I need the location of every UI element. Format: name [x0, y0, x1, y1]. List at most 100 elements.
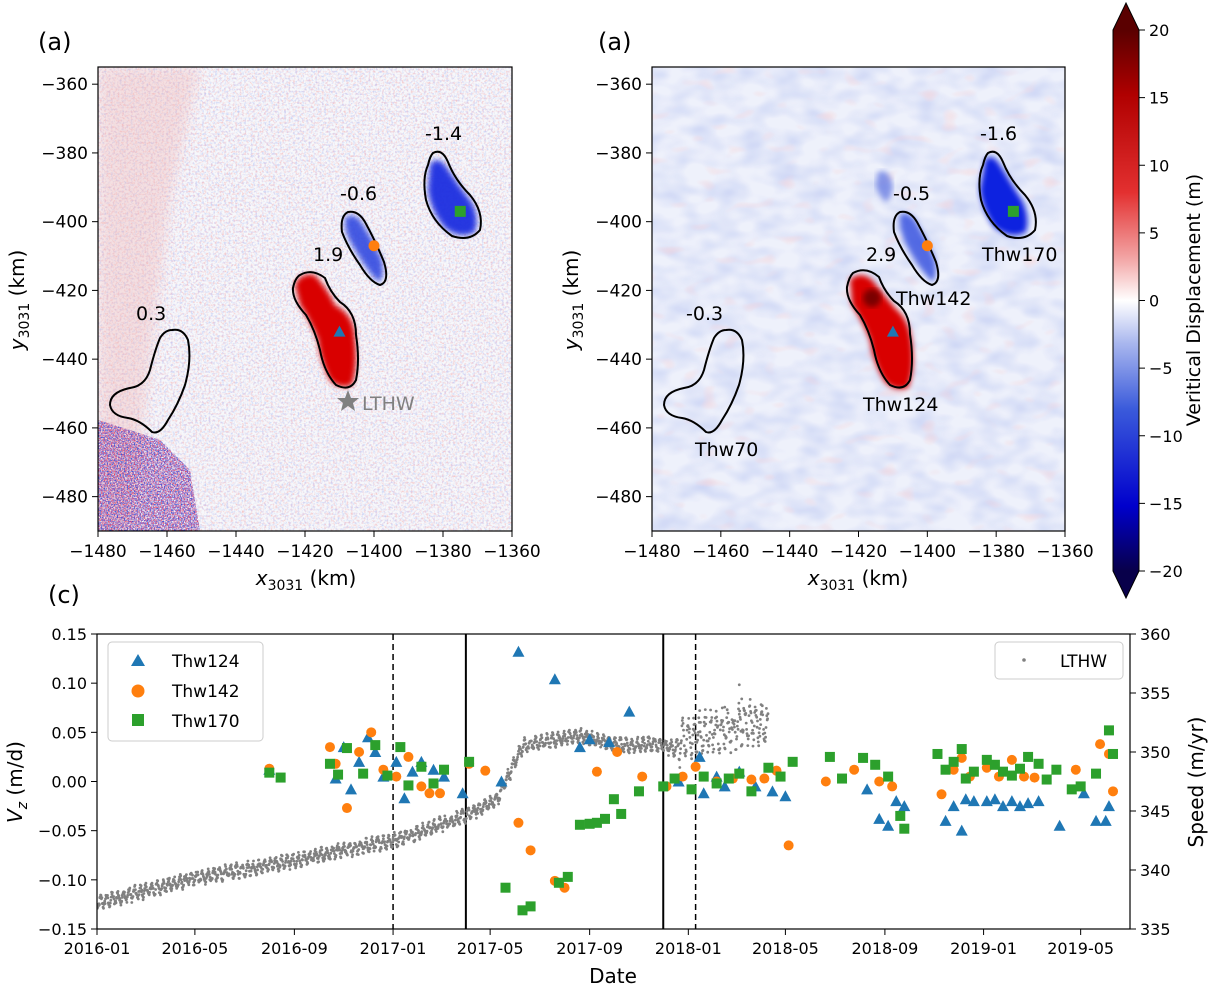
lthw-point [568, 732, 572, 736]
lthw-point [377, 841, 381, 844]
lthw-point [103, 899, 107, 903]
lthw-point [150, 881, 154, 885]
lthw-point [370, 835, 374, 839]
lthw-point [402, 842, 405, 846]
lthw-point [733, 730, 737, 734]
lthw-point [139, 884, 143, 888]
lthw-point [349, 844, 352, 847]
lthw-point [578, 736, 581, 739]
lthw-point [320, 848, 324, 852]
lthw-point [644, 750, 647, 753]
lthw-point [495, 793, 499, 797]
lthw-point [758, 734, 762, 738]
lthw-point [733, 725, 736, 729]
lthw-point [315, 852, 319, 856]
lthw-point [693, 722, 697, 726]
lthw-point [755, 725, 759, 729]
lthw-point [312, 859, 316, 862]
lthw-point [238, 877, 241, 880]
lthw-point [600, 743, 604, 747]
lthw-point [639, 750, 642, 754]
lthw-point [354, 843, 357, 846]
point-thw124 [548, 673, 561, 685]
lthw-point [448, 822, 452, 826]
lthw-point [231, 877, 235, 880]
lthw-point [727, 730, 731, 734]
lthw-point [301, 858, 304, 862]
date-tick-label: 2016-09 [261, 939, 328, 958]
lthw-point [297, 853, 301, 857]
lthw-point [401, 840, 405, 844]
lthw-point [555, 742, 558, 746]
lthw-point [151, 886, 155, 890]
date-tick-label: 2016-01 [64, 939, 131, 958]
lthw-point [193, 878, 197, 882]
lthw-point [622, 747, 625, 751]
lthw-point [255, 872, 259, 876]
lthw-point [568, 728, 571, 732]
lthw-point [213, 870, 217, 874]
point-thw124 [967, 795, 980, 807]
lthw-point [407, 836, 411, 840]
lthw-point [759, 723, 763, 726]
lthw-point [688, 736, 692, 739]
y-tick-label: −460 [595, 419, 642, 439]
panel-a-markers [333, 205, 466, 337]
lthw-point [414, 832, 418, 835]
point-thw124 [882, 819, 895, 831]
speed-tick-label: 355 [1140, 684, 1171, 703]
lthw-point [306, 862, 310, 865]
lthw-point [631, 744, 635, 748]
lthw-point [699, 736, 703, 739]
lthw-point [545, 732, 549, 736]
marker-thw124 [333, 325, 346, 337]
lthw-point [438, 816, 442, 819]
lthw-point [752, 738, 756, 742]
lthw-point [721, 729, 725, 732]
lthw-point [417, 829, 420, 833]
point-thw170 [870, 759, 881, 770]
panel-b-xlabel: x3031 (km) [807, 566, 909, 594]
lthw-point [382, 837, 385, 841]
date-tick-label: 2017-05 [457, 939, 524, 958]
lthw-point [421, 824, 425, 828]
point-thw124 [495, 775, 508, 787]
lthw-point [678, 751, 682, 755]
point-thw142 [820, 776, 831, 787]
lthw-point [165, 890, 169, 893]
point-thw170 [1091, 768, 1102, 779]
lthw-point [252, 859, 255, 863]
panel-b-lake-thw142-outline [892, 210, 940, 287]
lthw-point [103, 902, 107, 905]
point-thw142 [480, 765, 491, 776]
lthw-point [633, 749, 637, 752]
lthw-point [409, 834, 412, 837]
lthw-point [571, 740, 575, 743]
lthw-point [298, 859, 302, 863]
speed-tick-label: 360 [1140, 625, 1171, 644]
point-thw170 [669, 773, 680, 784]
lthw-point [372, 849, 376, 853]
lthw-point [309, 850, 312, 853]
lthw-point [453, 822, 457, 826]
lthw-point [680, 724, 684, 728]
lthw-point [351, 849, 355, 853]
legend-lthw-icon [1022, 658, 1026, 662]
lthw-point [287, 860, 291, 863]
point-thw170 [574, 819, 585, 830]
lthw-point [615, 742, 619, 746]
lthw-point [144, 885, 148, 889]
lthw-point [665, 746, 669, 750]
lthw-point [696, 733, 700, 737]
point-thw124 [573, 741, 586, 753]
lthw-point [274, 856, 278, 859]
lthw-point [216, 876, 219, 880]
y-tick-label: −420 [41, 281, 88, 301]
point-thw170 [734, 768, 745, 779]
point-thw142 [690, 761, 701, 772]
panel-b: (a) -0.3 2.9 -0.5 -1.6 Thw70 Thw124 Thw1… [559, 28, 1094, 594]
lthw-point [756, 736, 760, 740]
point-thw124 [390, 755, 403, 767]
lthw-point [752, 732, 755, 735]
lthw-point [227, 873, 231, 877]
